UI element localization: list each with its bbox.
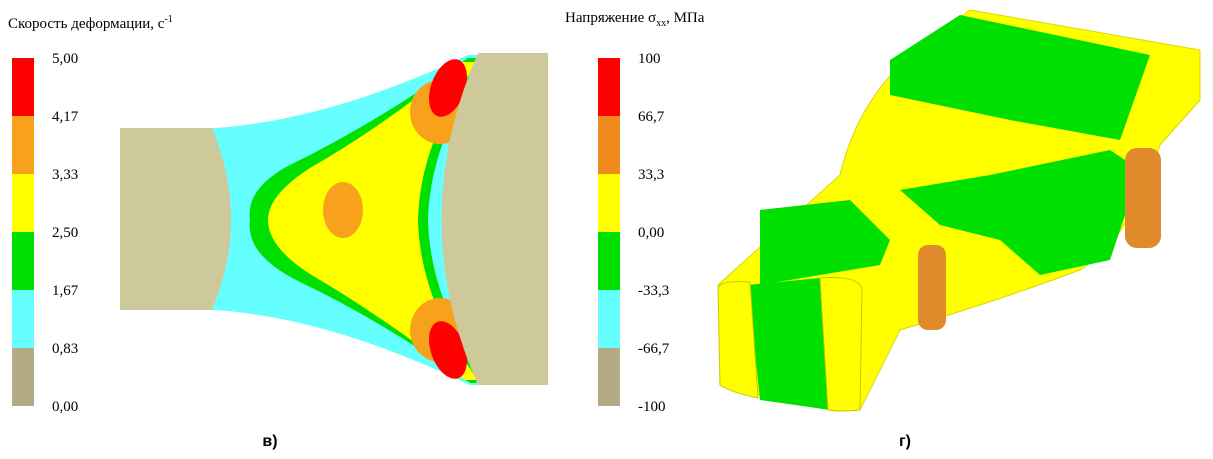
figure: Скорость деформации, с-1 Напряжение σxx,… — [0, 0, 1213, 459]
title-suffix: , МПа — [666, 10, 705, 26]
legend-band — [12, 116, 34, 174]
panel-label: в) — [262, 433, 277, 450]
legend-label: 1,67 — [52, 283, 79, 299]
strain-rate-map — [120, 53, 548, 385]
legend-band — [12, 348, 34, 406]
title-text: Скорость деформации, с — [8, 16, 165, 32]
legend-band — [598, 290, 620, 348]
legend-label: 100 — [638, 51, 661, 67]
legend-band — [598, 174, 620, 232]
legend-band — [12, 174, 34, 232]
legend-label: 33,3 — [638, 167, 664, 183]
legend-label: 66,7 — [638, 109, 665, 125]
legend-title: Напряжение σxx, МПа — [565, 10, 705, 29]
stress-map-3d — [718, 10, 1200, 411]
legend-label: 0,83 — [52, 341, 78, 357]
title-superscript: -1 — [164, 14, 172, 25]
legend-band — [12, 232, 34, 290]
legend-label: 0,00 — [52, 399, 78, 415]
legend-label: 2,50 — [52, 225, 78, 241]
legend-label: 3,33 — [52, 167, 78, 183]
legend-label: -100 — [638, 399, 666, 415]
legend-label: 4,17 — [52, 109, 79, 125]
legend-band — [598, 232, 620, 290]
legend-band — [12, 290, 34, 348]
legend-band — [598, 58, 620, 116]
legend-label: -66,7 — [638, 341, 670, 357]
legend-band — [12, 58, 34, 116]
legend-band — [598, 348, 620, 406]
legend-label: -33,3 — [638, 283, 669, 299]
legend-band — [598, 116, 620, 174]
title-subscript: xx — [656, 18, 666, 29]
panel-label: г) — [899, 433, 911, 450]
legend-title: Скорость деформации, с-1 — [8, 14, 173, 32]
title-text: Напряжение σ — [565, 10, 656, 26]
legend-label: 0,00 — [638, 225, 664, 241]
legend-label: 5,00 — [52, 51, 78, 67]
